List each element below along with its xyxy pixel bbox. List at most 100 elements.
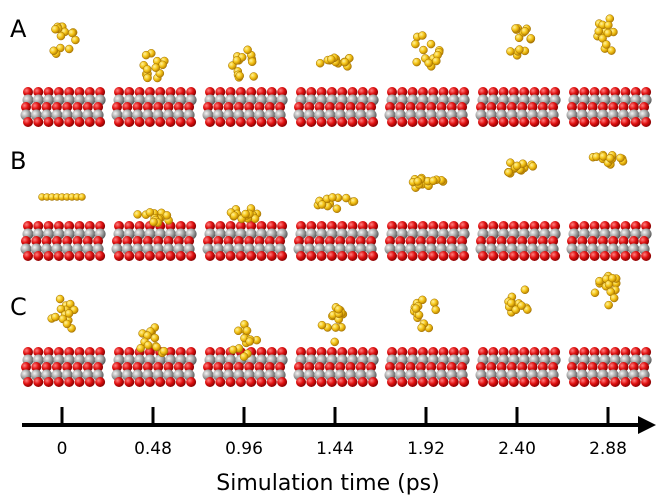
gold-atom <box>518 302 526 310</box>
atom <box>155 377 165 387</box>
atom <box>257 377 267 387</box>
gold-atom <box>68 29 76 37</box>
atom <box>236 251 246 261</box>
atom <box>449 251 459 261</box>
atom <box>590 377 600 387</box>
gold-atom <box>229 346 237 354</box>
atom <box>267 251 277 261</box>
tick-label: 0.48 <box>134 439 172 459</box>
figure: Simulation time (ps) ABC00.480.961.441.9… <box>0 0 658 500</box>
gold-atom <box>144 74 152 82</box>
tick-label: 1.92 <box>407 439 445 459</box>
tick-label: 0 <box>57 439 68 459</box>
atom <box>641 117 651 127</box>
gold-atom <box>331 338 339 346</box>
atom <box>205 117 215 127</box>
atom <box>246 377 256 387</box>
atom <box>226 117 236 127</box>
atom <box>23 117 33 127</box>
atom <box>277 117 287 127</box>
gold-atom <box>507 299 515 307</box>
gold-atom <box>606 154 614 162</box>
atom <box>54 377 64 387</box>
atom <box>135 377 145 387</box>
atom <box>327 251 337 261</box>
atom <box>114 117 124 127</box>
gold-atom <box>527 34 535 42</box>
atom <box>23 377 33 387</box>
atom <box>439 251 449 261</box>
atom <box>236 377 246 387</box>
atom <box>418 377 428 387</box>
gold-atom <box>429 177 437 185</box>
atom <box>579 251 589 261</box>
gold-atom <box>151 334 159 342</box>
snapshot <box>385 296 470 387</box>
atom <box>530 377 540 387</box>
atom <box>550 117 560 127</box>
gold-atom <box>233 56 241 64</box>
atom <box>428 377 438 387</box>
gold-atom <box>512 24 520 32</box>
gold-atom <box>56 295 64 303</box>
gold-atom <box>327 55 335 63</box>
atom <box>33 251 43 261</box>
atom <box>499 251 509 261</box>
atom <box>267 377 277 387</box>
atom <box>569 117 579 127</box>
atom <box>306 117 316 127</box>
atom <box>418 117 428 127</box>
atom <box>226 377 236 387</box>
atom <box>135 117 145 127</box>
gold-atom <box>248 58 256 66</box>
atom <box>509 117 519 127</box>
atom <box>499 117 509 127</box>
gold-atom <box>143 65 151 73</box>
atom <box>600 251 610 261</box>
atom <box>631 117 641 127</box>
atom <box>540 377 550 387</box>
gold-atom <box>150 218 158 226</box>
atom <box>459 251 469 261</box>
atom <box>590 251 600 261</box>
atom <box>176 377 186 387</box>
atom <box>641 251 651 261</box>
gold-atom <box>515 46 523 54</box>
gold-atom <box>604 21 612 29</box>
snapshot <box>294 193 379 261</box>
atom <box>621 251 631 261</box>
atom <box>124 251 134 261</box>
atom <box>226 251 236 261</box>
atom <box>215 251 225 261</box>
atom <box>85 251 95 261</box>
tick-label: 0.96 <box>225 439 263 459</box>
atom <box>540 117 550 127</box>
atom <box>368 251 378 261</box>
gold-atom <box>432 57 440 65</box>
atom <box>408 251 418 261</box>
atom <box>114 377 124 387</box>
atom <box>579 117 589 127</box>
atom <box>550 377 560 387</box>
gold-atom <box>51 25 59 33</box>
atom <box>64 251 74 261</box>
atom <box>85 117 95 127</box>
gold-atom <box>243 327 251 335</box>
snapshot <box>476 159 561 261</box>
gold-atom <box>246 338 254 346</box>
atom <box>306 251 316 261</box>
atom <box>54 251 64 261</box>
atom <box>610 251 620 261</box>
gold-atom <box>418 324 426 332</box>
atom <box>569 251 579 261</box>
atom <box>478 377 488 387</box>
atom <box>499 377 509 387</box>
gold-atom <box>350 197 358 205</box>
gold-atom <box>529 162 537 170</box>
atom <box>368 117 378 127</box>
tick-label: 2.40 <box>498 439 536 459</box>
atom <box>600 117 610 127</box>
atom <box>488 377 498 387</box>
gold-atom <box>505 168 513 176</box>
snapshot <box>21 23 106 127</box>
